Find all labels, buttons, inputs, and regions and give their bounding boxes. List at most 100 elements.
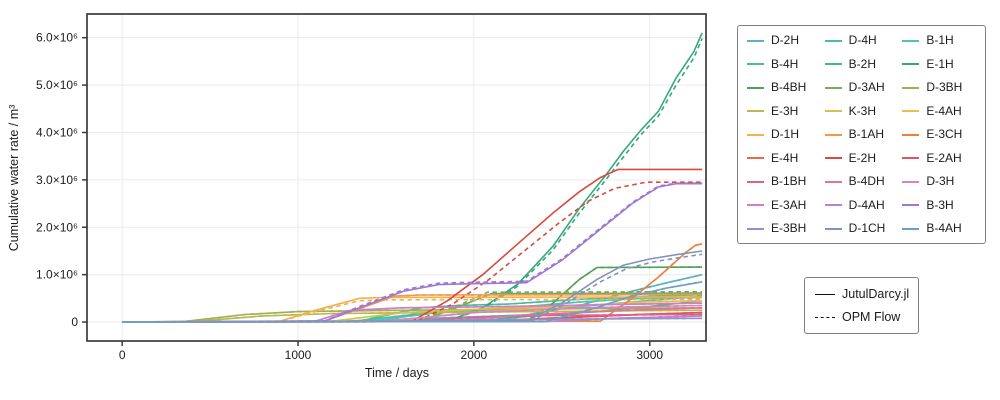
legend-item-B-3H: B-3H (902, 197, 976, 212)
legend-item-B-2H: B-2H (824, 56, 899, 71)
legend-swatch-B-3H (902, 204, 920, 206)
legend-item-E-2H: E-2H (824, 150, 899, 165)
legend-swatch-E-3BH (747, 227, 764, 230)
legend-swatch-B-1H (902, 39, 920, 42)
legend-item-E-3CH: E-3CH (902, 128, 976, 141)
legend-label: JutulDarcy.jl (842, 287, 910, 301)
legend-swatch-E-4AH (902, 110, 920, 112)
series-line-B-4AH-opmflow (122, 281, 703, 323)
legend-item-opm-flow: OPM Flow (815, 310, 908, 324)
series-line-B-3H-jutuldarcy (122, 182, 703, 323)
legend-label: E-3CH (926, 127, 963, 141)
legend-item-B-1BH: B-1BH (747, 175, 821, 188)
legend-label: B-3H (926, 197, 954, 212)
solid-line-swatch (815, 293, 835, 295)
legend-swatch-E-3H (747, 110, 764, 112)
x-axis-label: Time / days (364, 366, 430, 380)
series-line-E-2H-opmflow (122, 181, 703, 323)
legend-item-B-4H: B-4H (747, 56, 821, 71)
series-line-D-1CH-jutuldarcy (122, 250, 703, 323)
legend-swatch-D-1H (747, 133, 764, 136)
legend-label: B-4DH (848, 174, 885, 188)
legend-label: E-3H (771, 103, 799, 118)
legend-item-B-1AH: B-1AH (824, 127, 899, 141)
legend-item-D-3AH: D-3AH (824, 80, 899, 94)
legend-item-D-1H: D-1H (747, 128, 821, 141)
legend-swatch-D-3BH (902, 86, 920, 89)
legend-item-E-3AH: E-3AH (747, 198, 821, 212)
legend-item-D-3BH: D-3BH (902, 81, 976, 94)
legend-label: E-3BH (771, 221, 807, 235)
legend-swatch-E-4H (747, 157, 764, 159)
dashed-line-swatch (815, 316, 835, 318)
series-line-D-3H-opmflow (122, 304, 703, 323)
wells-legend-grid: D-2H D-4H B-1H B-4H B-2H E-1H B-4BH D-3AH D-3BH E… (747, 34, 976, 235)
y-tick-label: 1.0×10⁶ (36, 268, 78, 282)
legend-item-K-3H: K-3H (824, 103, 899, 118)
legend-label: D-1H (771, 127, 800, 141)
legend-label: D-3H (926, 174, 955, 188)
series-line-B-2H-opmflow (122, 299, 703, 323)
legend-label: E-2AH (926, 150, 962, 165)
wells-legend: D-2H D-4H B-1H B-4H B-2H E-1H B-4BH D-3AH D-3BH E… (737, 25, 986, 244)
simulator-legend: JutulDarcy.jl OPM Flow (804, 277, 919, 334)
series-line-B-4H-opmflow (122, 293, 703, 323)
legend-label: E-1H (926, 56, 954, 71)
legend-item-D-2H: D-2H (747, 34, 821, 47)
legend-label: E-4AH (926, 103, 962, 118)
legend-label: B-1AH (848, 127, 884, 141)
legend-swatch-B-4DH (824, 180, 842, 183)
legend-label: OPM Flow (842, 310, 901, 324)
legend-item-E-3H: E-3H (747, 103, 821, 118)
legend-swatch-B-1BH (747, 180, 764, 183)
legend-item-D-4AH: D-4AH (824, 197, 899, 212)
legend-item-E-4AH: E-4AH (902, 103, 976, 118)
legend-item-jutuldarcy-jl: JutulDarcy.jl (815, 287, 910, 301)
legend-swatch-D-2H (747, 39, 764, 42)
legend-label: B-4H (771, 56, 799, 71)
legend-swatch-B-4H (747, 63, 764, 65)
series-line-E-1H-jutuldarcy (122, 32, 703, 323)
legend-item-B-1H: B-1H (902, 34, 976, 47)
legend-label: B-2H (848, 56, 876, 71)
legend-item-E-4H: E-4H (747, 151, 821, 165)
x-tick-label: 2000 (461, 348, 488, 362)
legend-label: K-3H (848, 103, 876, 118)
legend-swatch-B-4BH (747, 86, 764, 89)
legend-label: B-4AH (926, 221, 962, 235)
y-tick-label: 2.0×10⁶ (36, 220, 78, 234)
legend-label: D-3AH (848, 80, 885, 94)
legend-item-D-3H: D-3H (902, 175, 976, 188)
series-line-B-3H-opmflow (122, 182, 703, 323)
legend-swatch-E-1H (902, 63, 920, 65)
x-tick-label: 0 (119, 348, 126, 362)
legend-swatch-B-4AH (902, 227, 920, 230)
legend-swatch-D-4H (824, 39, 842, 42)
legend-label: D-4AH (848, 197, 885, 212)
y-tick-label: 0 (71, 315, 78, 329)
legend-label: E-2H (848, 150, 876, 165)
legend-swatch-E-3CH (902, 133, 920, 136)
legend-label: D-2H (771, 33, 800, 47)
legend-label: B-4BH (771, 80, 807, 94)
legend-swatch-E-2H (824, 157, 842, 159)
series-line-E-3CH-jutuldarcy (122, 243, 703, 323)
legend-item-B-4DH: B-4DH (824, 174, 899, 188)
legend-label: D-1CH (848, 221, 886, 235)
legend-swatch-D-3H (902, 180, 920, 183)
y-tick-label: 6.0×10⁶ (36, 31, 78, 45)
series-line-D-3BH-opmflow (122, 307, 703, 323)
legend-swatch-D-1CH (824, 227, 842, 230)
legend-label: D-4H (848, 33, 877, 47)
legend-label: B-1H (926, 33, 954, 47)
x-tick-label: 3000 (636, 348, 663, 362)
x-tick-label: 1000 (285, 348, 312, 362)
legend-item-D-1CH: D-1CH (824, 221, 899, 235)
y-axis-label: Cumulative water rate / m³ (7, 104, 21, 252)
plot-frame (86, 13, 707, 342)
legend-item-E-2AH: E-2AH (902, 150, 976, 165)
legend-swatch-E-3AH (747, 204, 764, 206)
legend-swatch-K-3H (824, 110, 842, 112)
legend-item-B-4BH: B-4BH (747, 81, 821, 94)
